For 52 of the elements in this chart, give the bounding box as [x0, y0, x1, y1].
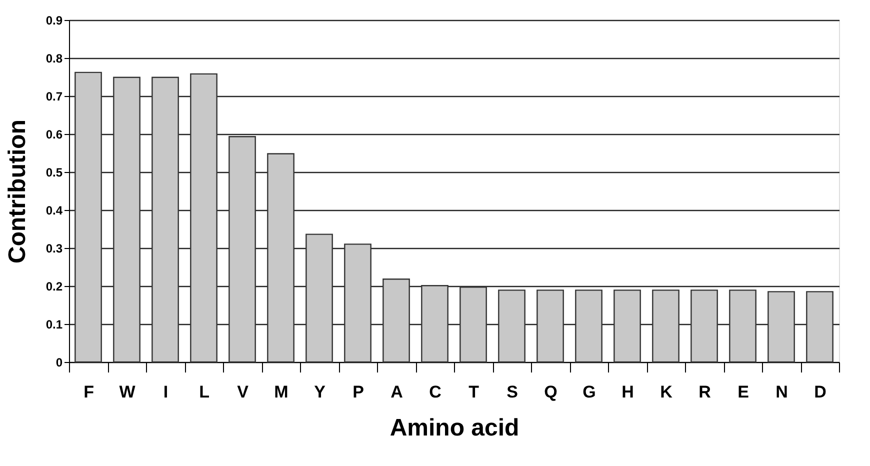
bar: [498, 290, 526, 363]
x-tick-label: C: [429, 382, 442, 402]
x-tick-label: I: [163, 382, 168, 402]
x-tick-label: S: [506, 382, 518, 402]
bar: [768, 291, 795, 363]
bar: [306, 234, 333, 363]
y-tick-label: 0.2: [46, 280, 63, 294]
bar: [575, 290, 602, 363]
bar: [614, 290, 641, 363]
y-tick-label: 0.4: [46, 204, 63, 218]
y-tick-label: 0.6: [46, 128, 63, 142]
bar: [690, 290, 718, 363]
x-tick-label: Q: [544, 382, 558, 402]
x-tick-label: W: [119, 382, 136, 402]
x-tick-label: P: [352, 382, 364, 402]
y-tick-label: 0.9: [46, 14, 63, 28]
bar: [536, 290, 564, 363]
x-tick-label: D: [814, 382, 826, 402]
x-tick-label: A: [390, 382, 403, 402]
bar: [806, 291, 834, 363]
x-tick-label: F: [84, 382, 94, 402]
x-tick-label: E: [738, 382, 749, 402]
x-tick-label: H: [622, 382, 634, 402]
bar: [74, 72, 102, 363]
bar: [113, 76, 140, 363]
bar: [460, 286, 487, 363]
y-tick-label: 0.5: [46, 166, 63, 180]
y-tick-label: 0.3: [46, 242, 63, 256]
x-tick-label: G: [582, 382, 596, 402]
x-tick-label: R: [698, 382, 711, 402]
bar: [421, 285, 448, 363]
bar: [152, 76, 179, 363]
y-axis-title: Contribution: [4, 120, 31, 264]
x-tick-label: L: [199, 382, 210, 402]
bar: [228, 136, 256, 363]
bar: [267, 153, 294, 363]
x-tick-label: T: [468, 382, 480, 402]
y-tick-label: 0: [56, 356, 63, 370]
bar: [729, 290, 756, 363]
x-tick-label: K: [660, 382, 674, 402]
bar: [652, 290, 680, 363]
bar: [344, 244, 372, 363]
y-tick-label: 0.8: [46, 52, 63, 66]
x-tick-label: V: [237, 382, 250, 402]
x-tick-label: M: [274, 382, 288, 402]
x-axis-title: Amino acid: [390, 414, 520, 442]
bar: [382, 278, 410, 363]
bar: [190, 73, 218, 363]
y-tick-label: 0.1: [46, 318, 63, 332]
x-tick-label: Y: [314, 382, 326, 402]
x-tick-label: N: [776, 382, 788, 402]
y-tick-label: 0.7: [46, 90, 63, 104]
